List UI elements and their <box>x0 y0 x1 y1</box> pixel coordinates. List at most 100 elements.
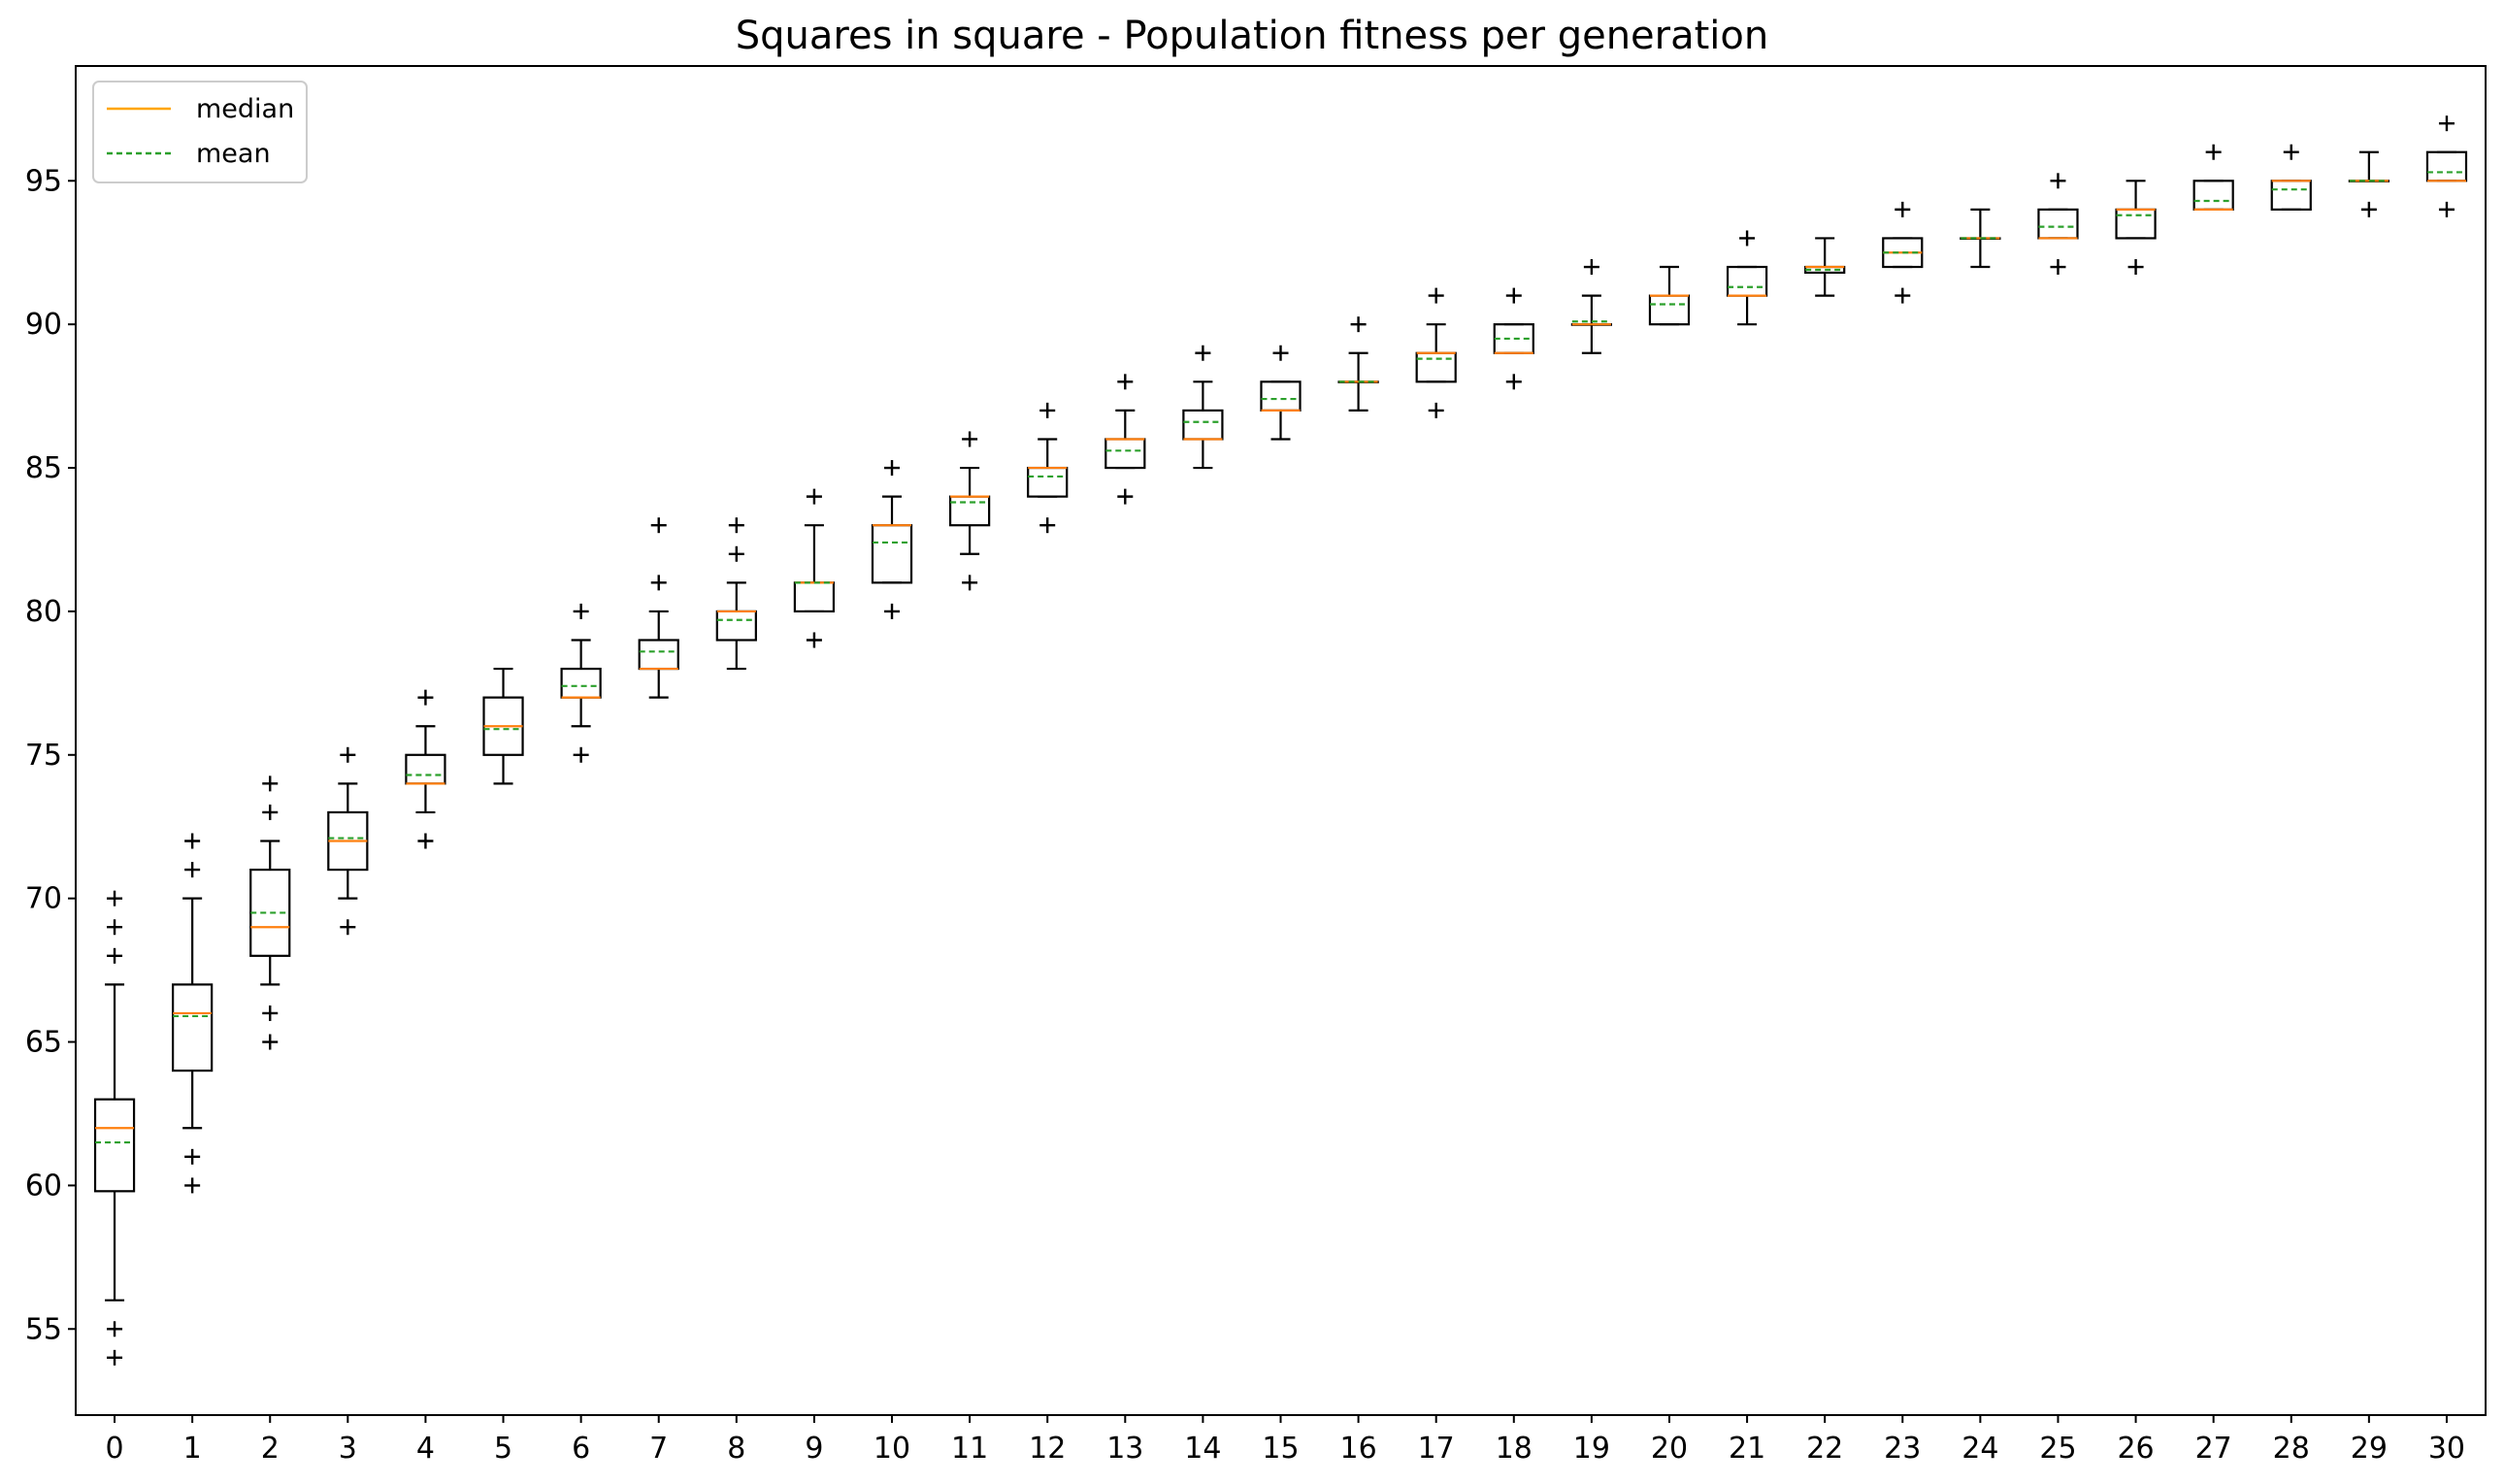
x-tick-label: 6 <box>572 1432 590 1466</box>
box-generation-9 <box>793 488 836 648</box>
x-tick-label: 24 <box>1961 1432 1998 1466</box>
flier-point <box>573 746 589 763</box>
x-tick-label: 19 <box>1573 1432 1610 1466</box>
box-generation-20 <box>1648 265 1691 326</box>
box-iqr <box>2115 208 2157 240</box>
flier-point <box>1195 345 1211 361</box>
flier-point <box>107 919 123 936</box>
y-tick-label: 55 <box>25 1312 62 1346</box>
x-tick-label: 11 <box>951 1432 988 1466</box>
box-iqr <box>1260 380 1302 412</box>
flier-point <box>2205 144 2222 160</box>
box-iqr <box>93 1098 136 1193</box>
box-generation-28 <box>2270 144 2312 211</box>
box-generation-21 <box>1726 230 1768 326</box>
flier-point <box>573 603 589 619</box>
box-iqr <box>871 524 913 584</box>
flier-point <box>1428 287 1444 304</box>
flier-point <box>417 689 434 706</box>
flier-point <box>2050 173 2066 189</box>
legend-label-mean: mean <box>196 139 271 169</box>
box-generation-13 <box>1104 374 1146 505</box>
x-tick-label: 28 <box>2273 1432 2310 1466</box>
box-generation-24 <box>1960 208 2001 269</box>
flier-point <box>962 431 978 447</box>
flier-point <box>1039 517 1056 534</box>
legend-label-median: median <box>196 94 294 124</box>
x-tick-label: 15 <box>1262 1432 1299 1466</box>
flier-point <box>184 1148 201 1165</box>
box-generation-23 <box>1882 201 1924 304</box>
box-generation-6 <box>560 603 602 763</box>
y-tick-label: 90 <box>25 308 62 342</box>
flier-point <box>1505 374 1522 390</box>
x-tick-label: 5 <box>494 1432 512 1466</box>
x-tick-label: 23 <box>1884 1432 1921 1466</box>
flier-point <box>2438 201 2455 217</box>
flier-point <box>262 775 279 792</box>
x-tick-label: 30 <box>2428 1432 2465 1466</box>
flier-point <box>417 833 434 849</box>
box-generation-26 <box>2115 180 2157 276</box>
flier-point <box>262 1005 279 1021</box>
x-tick-label: 26 <box>2117 1432 2154 1466</box>
box-generation-10 <box>871 460 913 619</box>
box-iqr <box>1104 438 1146 470</box>
flier-point <box>806 632 822 648</box>
flier-point <box>2438 115 2455 132</box>
box-generation-4 <box>405 689 446 849</box>
flier-point <box>2283 144 2299 160</box>
x-tick-label: 2 <box>261 1432 280 1466</box>
y-tick-label: 85 <box>25 451 62 485</box>
flier-point <box>107 890 123 907</box>
box-iqr <box>560 667 602 699</box>
box-generation-27 <box>2192 144 2234 211</box>
plot-area-frame <box>75 65 2487 1416</box>
y-tick-label: 75 <box>25 739 62 773</box>
legend: median mean <box>92 81 308 183</box>
flier-point <box>1895 287 1911 304</box>
box-iqr <box>1726 265 1768 297</box>
x-tick-label: 12 <box>1029 1432 1066 1466</box>
flier-point <box>262 804 279 820</box>
box-generation-5 <box>482 667 524 785</box>
flier-point <box>1739 230 1756 247</box>
box-iqr <box>638 639 679 671</box>
box-generation-0 <box>93 890 136 1366</box>
flier-point <box>962 575 978 591</box>
flier-point <box>1428 402 1444 418</box>
x-tick-label: 0 <box>106 1432 124 1466</box>
box-generation-16 <box>1337 316 1379 412</box>
flier-point <box>107 1349 123 1366</box>
flier-point <box>2127 259 2144 276</box>
flier-point <box>806 488 822 505</box>
flier-point <box>184 833 201 849</box>
flier-point <box>1895 201 1911 217</box>
x-tick-label: 13 <box>1106 1432 1143 1466</box>
flier-point <box>1117 374 1134 390</box>
flier-point <box>728 545 744 562</box>
flier-point <box>107 947 123 964</box>
x-tick-label: 18 <box>1496 1432 1533 1466</box>
flier-point <box>262 1034 279 1050</box>
flier-point <box>1505 287 1522 304</box>
flier-point <box>1039 402 1056 418</box>
box-generation-19 <box>1570 259 1613 354</box>
y-tick-label: 65 <box>25 1026 62 1060</box>
box-generation-29 <box>2348 150 2390 217</box>
flier-point <box>2050 259 2066 276</box>
box-generation-1 <box>172 833 214 1194</box>
box-iqr <box>715 610 757 642</box>
x-tick-label: 9 <box>805 1432 823 1466</box>
box-iqr <box>1027 466 1069 498</box>
x-tick-label: 20 <box>1651 1432 1688 1466</box>
x-tick-label: 14 <box>1184 1432 1221 1466</box>
box-iqr <box>405 753 446 785</box>
legend-box <box>92 81 308 183</box>
box-generation-22 <box>1804 237 1846 297</box>
x-tick-label: 1 <box>183 1432 202 1466</box>
y-tick-label: 80 <box>25 595 62 629</box>
flier-point <box>1272 345 1289 361</box>
x-tick-label: 16 <box>1340 1432 1377 1466</box>
flier-point <box>340 919 356 936</box>
